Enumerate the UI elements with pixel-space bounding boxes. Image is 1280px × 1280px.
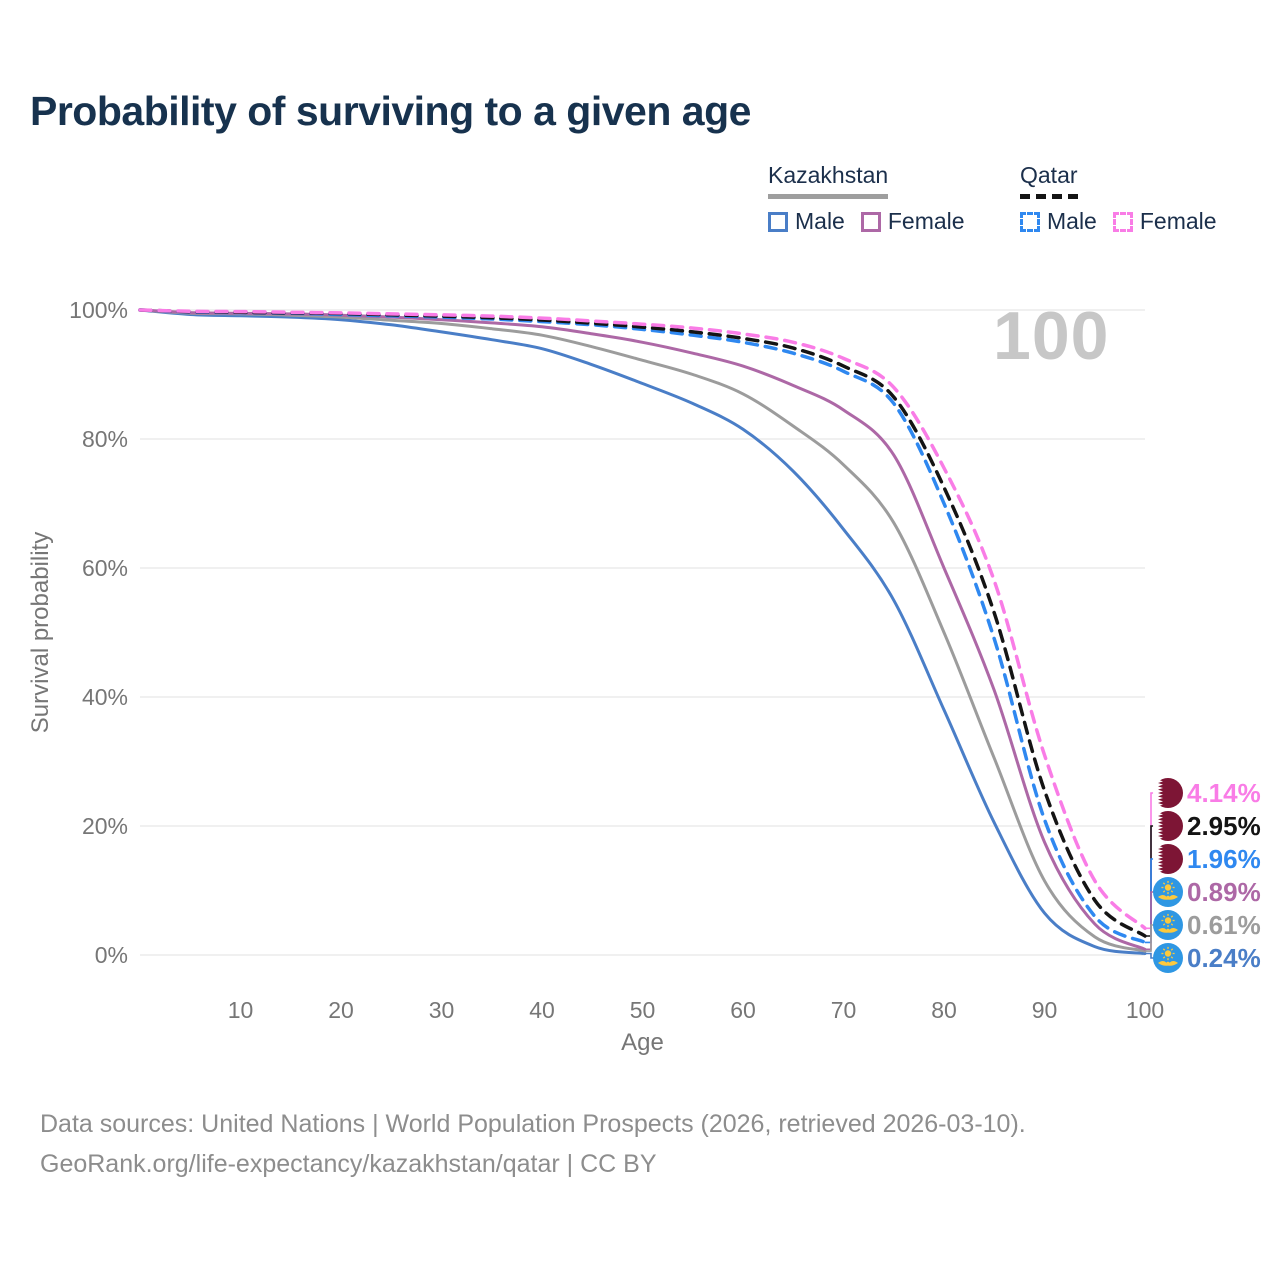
- end-value-label-kazakhstan-female[interactable]: 0.89%: [1187, 877, 1261, 907]
- legend-group-kazakhstan: Kazakhstan Male Female: [768, 162, 965, 235]
- y-tick-label: 20%: [82, 813, 128, 839]
- y-tick-label: 60%: [82, 555, 128, 581]
- chart-title: Probability of surviving to a given age: [30, 88, 751, 134]
- legend-header-kazakhstan[interactable]: Kazakhstan: [768, 162, 889, 199]
- y-axis-title: Survival probability: [27, 532, 54, 733]
- legend-header-qatar[interactable]: Qatar: [1020, 162, 1078, 199]
- x-tick-label: 10: [228, 997, 254, 1023]
- curve-kazakhstan-female[interactable]: [138, 308, 1147, 951]
- legend-item-qatar-male[interactable]: Male: [1020, 208, 1097, 235]
- x-tick-label: 50: [630, 997, 656, 1023]
- x-axis-title: Age: [621, 1029, 664, 1056]
- x-tick-label: 30: [429, 997, 455, 1023]
- y-tick-label: 0%: [95, 942, 128, 968]
- curve-kazakhstan-total[interactable]: [138, 308, 1147, 953]
- qatar-flag-icon: [1153, 778, 1183, 808]
- legend-group-qatar: Qatar Male Female: [1020, 162, 1217, 235]
- x-tick-label: 20: [328, 997, 354, 1023]
- qatar-female-swatch-icon: [1112, 211, 1133, 232]
- curve-qatar-total[interactable]: [138, 308, 1147, 938]
- end-value-label-qatar-female[interactable]: 4.14%: [1187, 778, 1261, 808]
- kazakhstan-flag-icon: [1153, 877, 1183, 907]
- curve-qatar-female[interactable]: [138, 308, 1147, 931]
- curve-kazakhstan-male[interactable]: [138, 308, 1147, 955]
- end-value-label-qatar-male[interactable]: 1.96%: [1187, 844, 1261, 874]
- footer-data-sources: Data sources: United Nations | World Pop…: [40, 1110, 1026, 1138]
- end-value-label-qatar-total[interactable]: 2.95%: [1187, 811, 1261, 841]
- kazakhstan-flag-icon: [1153, 943, 1183, 973]
- legend-item-kazakhstan-male[interactable]: Male: [768, 208, 845, 235]
- end-value-label-kazakhstan-total[interactable]: 0.61%: [1187, 910, 1261, 940]
- kazakhstan-flag-icon: [1153, 910, 1183, 940]
- legend-label-kazakhstan-male: Male: [795, 208, 845, 234]
- y-tick-label: 80%: [82, 426, 128, 452]
- legend-label-qatar-female: Female: [1139, 208, 1217, 234]
- x-tick-label: 80: [931, 997, 957, 1023]
- x-tick-label: 40: [529, 997, 555, 1023]
- footer-attribution-link[interactable]: GeoRank.org/life-expectancy/kazakhstan/q…: [40, 1150, 657, 1178]
- x-tick-label: 100: [1126, 997, 1164, 1023]
- end-value-label-kazakhstan-male[interactable]: 0.24%: [1187, 943, 1261, 973]
- legend-label-kazakhstan-female: Female: [887, 208, 965, 234]
- kazakhstan-male-swatch-icon: [768, 211, 788, 232]
- qatar-flag-icon: [1153, 811, 1183, 841]
- qatar-male-swatch-icon: [1020, 211, 1040, 232]
- gridlines: [140, 309, 1145, 956]
- y-tick-label: 100%: [69, 297, 128, 323]
- x-tick-label: 70: [831, 997, 857, 1023]
- curves: [138, 308, 1147, 955]
- y-tick-label: 40%: [82, 684, 128, 710]
- legend-label-qatar-male: Male: [1047, 208, 1097, 234]
- legend-item-kazakhstan-female[interactable]: Female: [860, 208, 965, 235]
- curve-qatar-male[interactable]: [138, 308, 1147, 945]
- kazakhstan-female-swatch-icon: [860, 211, 881, 232]
- x-tick-label: 90: [1032, 997, 1058, 1023]
- legend-item-qatar-female[interactable]: Female: [1112, 208, 1217, 235]
- axis-labels: 0% 20% 40% 60% 80% 100% 10 20 30 40 50 60 70 80 90 100 A…: [27, 297, 1164, 1056]
- qatar-flag-icon: [1153, 844, 1183, 874]
- x-tick-label: 60: [730, 997, 756, 1023]
- end-labels: 4.14%2.95%1.96%0.89%0.61%0.24%: [1145, 778, 1261, 973]
